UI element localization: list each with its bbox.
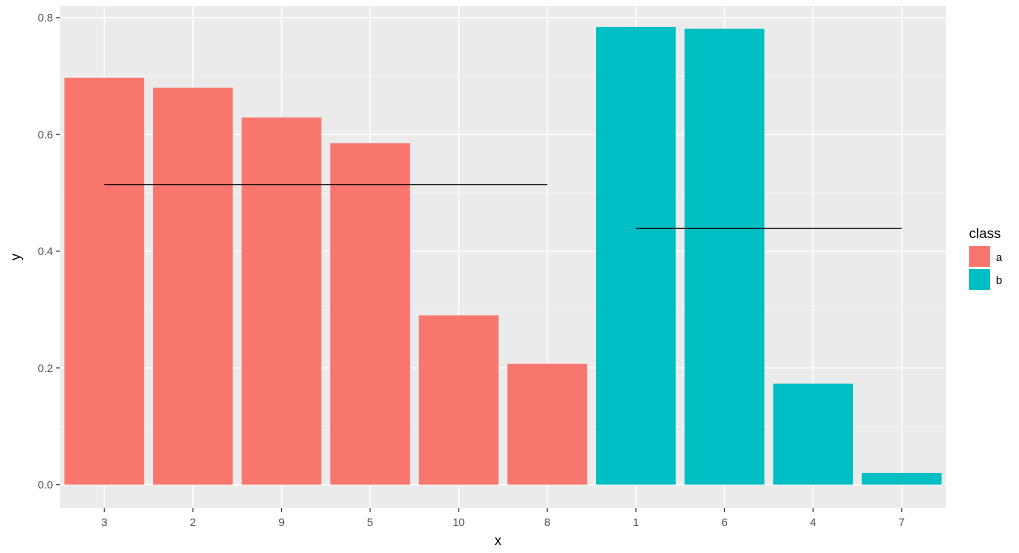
legend: class ab: [969, 225, 1003, 290]
bar-6: [684, 28, 765, 485]
legend-label-a: a: [996, 252, 1003, 264]
x-tick-label: 10: [453, 517, 465, 529]
bar-2: [153, 87, 233, 485]
x-tick-label: 3: [101, 517, 107, 529]
bar-3: [64, 77, 145, 485]
x-tick-label: 5: [367, 517, 373, 529]
mean-lines: [104, 184, 902, 229]
y-tick-label: 0.0: [38, 480, 53, 492]
bar-5: [330, 143, 410, 485]
bars: [64, 27, 942, 485]
x-tick-label: 4: [810, 517, 816, 529]
y-tick-label: 0.4: [38, 246, 53, 258]
bar-10: [418, 315, 499, 485]
x-axis: 3 2 9 5 10 8 1 6 4 7: [101, 508, 905, 529]
bar-9: [241, 117, 322, 485]
x-tick-label: 7: [899, 517, 905, 529]
bar-7: [861, 472, 942, 485]
bar-1: [596, 27, 676, 485]
legend-label-b: b: [996, 275, 1002, 287]
y-tick-label: 0.8: [38, 13, 53, 25]
y-tick-label: 0.6: [38, 129, 53, 141]
x-tick-label: 9: [278, 517, 284, 529]
legend-items: ab: [969, 246, 1003, 290]
x-tick-label: 2: [190, 517, 196, 529]
y-tick-label: 0.2: [38, 363, 53, 375]
x-tick-label: 6: [721, 517, 727, 529]
bar-8: [507, 363, 588, 485]
y-axis: 0.0 0.2 0.4 0.6 0.8: [38, 13, 60, 492]
x-tick-label: 1: [633, 517, 639, 529]
legend-key-a: [969, 246, 990, 267]
x-tick-label: 8: [544, 517, 550, 529]
bar-4: [773, 383, 853, 485]
x-axis-title: x: [495, 532, 502, 548]
legend-key-b: [969, 269, 990, 290]
legend-title: class: [969, 225, 1001, 241]
y-axis-title: y: [7, 254, 23, 261]
